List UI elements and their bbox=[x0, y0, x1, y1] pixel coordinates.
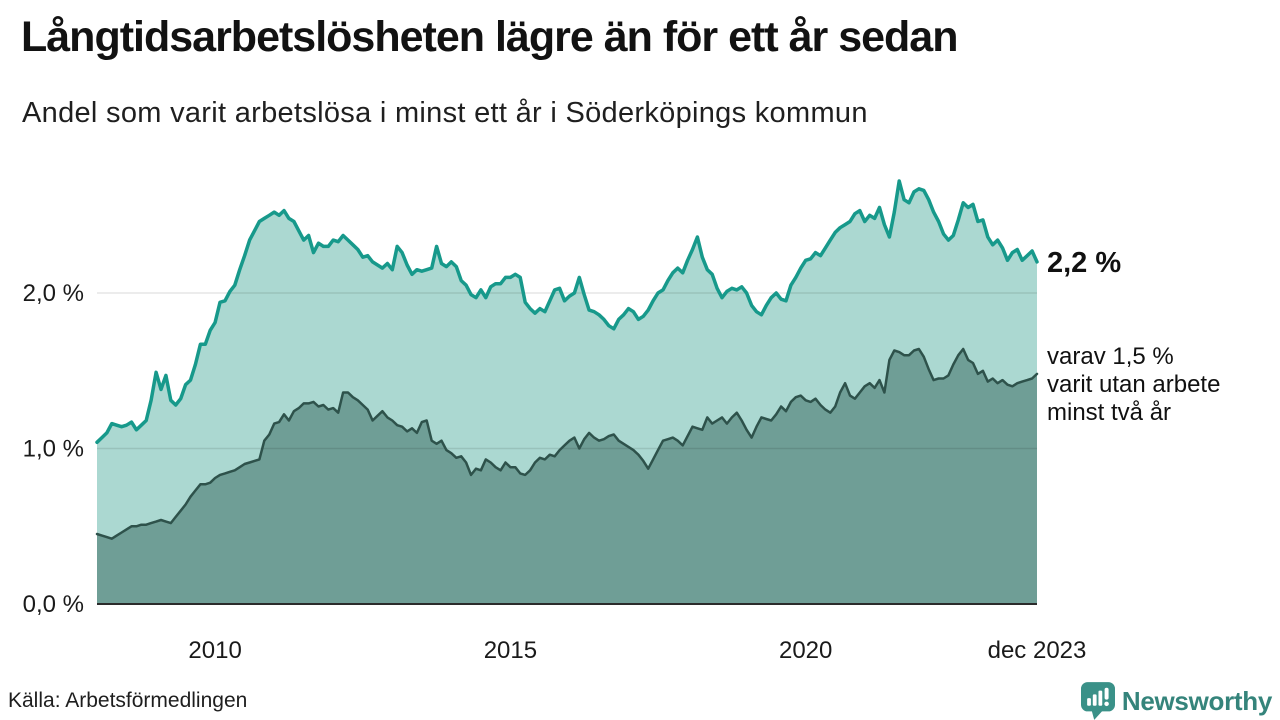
page-title: Långtidsarbetslösheten lägre än för ett … bbox=[21, 13, 958, 61]
svg-text:dec 2023: dec 2023 bbox=[988, 637, 1087, 664]
annotation-two-years: varav 1,5 % varit utan arbete minst två … bbox=[1047, 343, 1220, 427]
page-subtitle: Andel som varit arbetslösa i minst ett å… bbox=[22, 97, 868, 129]
annotation-two-years-line3: minst två år bbox=[1047, 399, 1172, 426]
source-label: Källa: Arbetsförmedlingen bbox=[8, 689, 248, 712]
svg-text:2010: 2010 bbox=[188, 637, 241, 664]
annotation-latest-total: 2,2 % bbox=[1047, 247, 1121, 280]
svg-text:1,0 %: 1,0 % bbox=[23, 436, 84, 463]
svg-text:2,0 %: 2,0 % bbox=[23, 280, 84, 307]
svg-text:2020: 2020 bbox=[779, 637, 832, 664]
svg-text:2015: 2015 bbox=[484, 637, 537, 664]
annotation-two-years-line2: varit utan arbete bbox=[1047, 371, 1221, 398]
newsworthy-logo-text: Newsworthy bbox=[1121, 685, 1272, 716]
newsworthy-logo-icon bbox=[1080, 682, 1115, 720]
newsworthy-logo: Newsworthy bbox=[1080, 682, 1272, 720]
annotation-two-years-line1: varav 1,5 % bbox=[1047, 343, 1174, 370]
annotation-latest-total-value: 2,2 % bbox=[1047, 247, 1122, 279]
svg-text:0,0 %: 0,0 % bbox=[23, 591, 84, 618]
